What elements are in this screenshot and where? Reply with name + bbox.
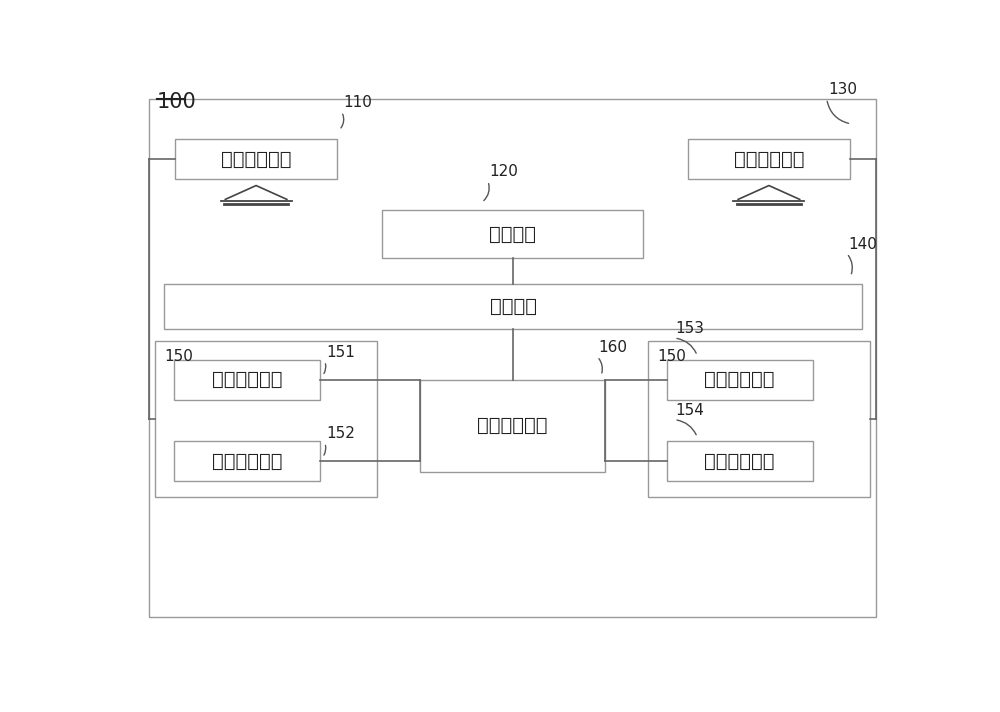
Text: 切割装置: 切割装置 xyxy=(489,224,536,244)
Bar xyxy=(666,360,813,399)
Text: 電機控制装置: 電機控制装置 xyxy=(477,417,548,435)
Text: 100: 100 xyxy=(157,93,197,112)
Text: 120: 120 xyxy=(489,164,518,179)
Bar xyxy=(382,210,643,258)
Text: 150: 150 xyxy=(164,349,193,364)
Bar xyxy=(174,360,320,399)
Bar xyxy=(688,140,850,179)
Bar xyxy=(666,441,813,481)
Text: 第一移動電機: 第一移動電機 xyxy=(212,451,282,471)
Text: 第二吸盘移載: 第二吸盘移載 xyxy=(734,150,804,169)
Text: 160: 160 xyxy=(599,340,628,355)
Text: 130: 130 xyxy=(828,82,857,97)
Bar xyxy=(174,441,320,481)
Text: 153: 153 xyxy=(676,321,705,337)
Bar xyxy=(648,341,870,497)
Bar xyxy=(164,284,862,329)
Text: 140: 140 xyxy=(848,237,877,252)
Text: 第二升降電機: 第二升降電機 xyxy=(704,370,775,389)
Bar xyxy=(155,341,377,497)
Text: 第一吸盘移載: 第一吸盘移載 xyxy=(221,150,291,169)
Bar xyxy=(175,140,337,179)
Bar xyxy=(420,379,605,472)
Text: 第一升降電機: 第一升降電機 xyxy=(212,370,282,389)
Text: 150: 150 xyxy=(657,349,686,364)
Text: 第二移動電機: 第二移動電機 xyxy=(704,451,775,471)
Text: 110: 110 xyxy=(343,95,372,110)
Text: 152: 152 xyxy=(326,426,355,441)
Text: 154: 154 xyxy=(676,403,705,418)
Text: 151: 151 xyxy=(326,345,355,360)
Text: 工控装置: 工控装置 xyxy=(490,297,537,316)
